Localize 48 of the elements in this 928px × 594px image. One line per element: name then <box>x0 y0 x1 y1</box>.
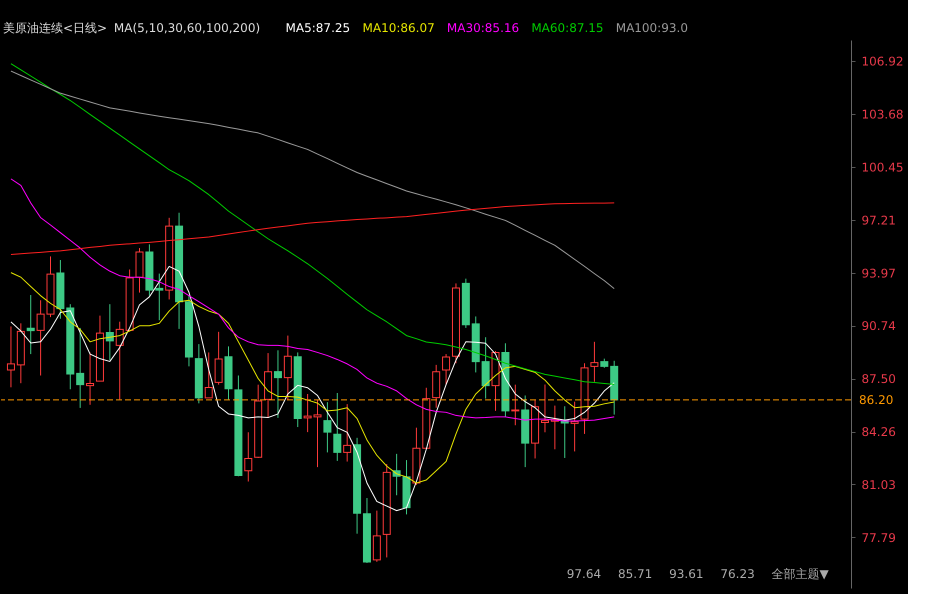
candlestick <box>323 402 332 453</box>
chart-title: 美原油连续<日线> <box>3 21 108 35</box>
y-tick-label: 87.50 <box>862 372 896 386</box>
candlestick <box>540 384 549 433</box>
annotation: 85.71 <box>618 567 652 581</box>
y-tick-label: 106.92 <box>862 54 904 68</box>
candlestick <box>284 335 292 401</box>
y-tick-label: 93.97 <box>862 266 896 280</box>
candlestick <box>314 400 322 468</box>
text: MA10:86.07 <box>362 21 435 35</box>
y-tick-label: 81.03 <box>862 478 896 492</box>
line-series <box>10 202 615 255</box>
candlestick <box>343 404 352 462</box>
candlestick <box>6 326 15 388</box>
legend-title: MA(5,10,30,60,100,200) <box>114 21 260 35</box>
candlestick <box>36 300 45 376</box>
candlestick <box>86 352 94 406</box>
text: MA30:85.16 <box>446 21 520 35</box>
candlestick <box>304 393 312 433</box>
candlestick <box>26 294 35 355</box>
y-tick-label: 100.45 <box>862 160 904 174</box>
text: MA5:87.25 <box>286 21 350 35</box>
y-tick-label: 84.26 <box>862 425 896 440</box>
candlestick <box>274 350 282 418</box>
text: MA100:93.0 <box>616 21 688 35</box>
line-series <box>10 70 615 290</box>
candlestick <box>442 354 450 386</box>
candlestick <box>590 341 598 382</box>
candlestick <box>392 453 401 496</box>
candlestick <box>204 352 213 398</box>
text: 全部主题▼ <box>772 567 830 581</box>
candlestick <box>106 304 114 361</box>
y-tick-label: 90.74 <box>862 319 896 334</box>
text: MA60:87.15 <box>531 21 604 35</box>
candlestick <box>570 401 579 452</box>
annotation: 97.64 <box>566 567 602 581</box>
candlestick <box>155 273 164 321</box>
y-tick-label: 77.79 <box>862 530 896 545</box>
candlestick <box>511 384 520 426</box>
text: 93.61 <box>669 567 704 581</box>
candlestick <box>214 331 223 386</box>
ref-line-label: 86.20 <box>859 392 894 407</box>
candlestick <box>244 432 252 482</box>
text: 76.23 <box>720 567 755 581</box>
candlestick <box>333 392 342 462</box>
y-tick-label: 97.21 <box>862 213 896 228</box>
y-tick-label: 103.68 <box>862 107 904 122</box>
candlestick <box>116 321 124 400</box>
